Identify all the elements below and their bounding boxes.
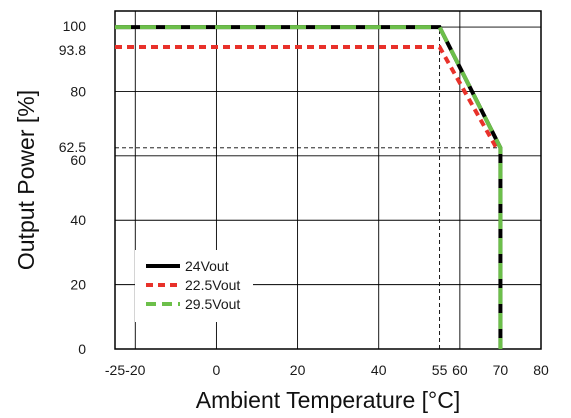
y-tick-label: 20 [70,277,86,293]
plot-frame [114,10,542,350]
series-line-22-5vout [115,45,499,149]
legend-box [135,250,253,322]
x-tick-labels: -25 -20 0 20 40 55 60 70 80 [105,362,549,378]
x-tick-label: 20 [290,362,306,378]
y-tick-label: 40 [70,212,86,228]
x-tick-label: -25 [105,362,125,378]
x-tick-label: 55 [432,362,448,378]
y-tick-label: 62.5 [59,139,86,155]
y-axis-label: Output Power [%] [13,90,39,270]
x-tick-label: 80 [533,362,549,378]
y-tick-label: 93.8 [59,42,86,58]
reference-lines [115,27,501,349]
legend: 24Vout 22.5Vout 29.5Vout [135,250,253,322]
legend-label: 22.5Vout [185,277,240,293]
y-tick-label: 100 [63,18,87,34]
y-tick-label: 0 [78,341,86,357]
x-tick-label: -20 [125,362,145,378]
series-group [115,25,503,349]
y-tick-label: 80 [70,83,86,99]
x-tick-label: 60 [452,362,468,378]
x-tick-label: 70 [493,362,509,378]
series-line-29-5vout [115,25,503,349]
legend-label: 24Vout [185,258,229,274]
legend-label: 29.5Vout [185,296,240,312]
x-tick-label: 40 [371,362,387,378]
y-tick-label: 60 [70,152,86,168]
x-tick-label: 0 [213,362,221,378]
x-axis-label: Ambient Temperature [°C] [196,387,460,413]
